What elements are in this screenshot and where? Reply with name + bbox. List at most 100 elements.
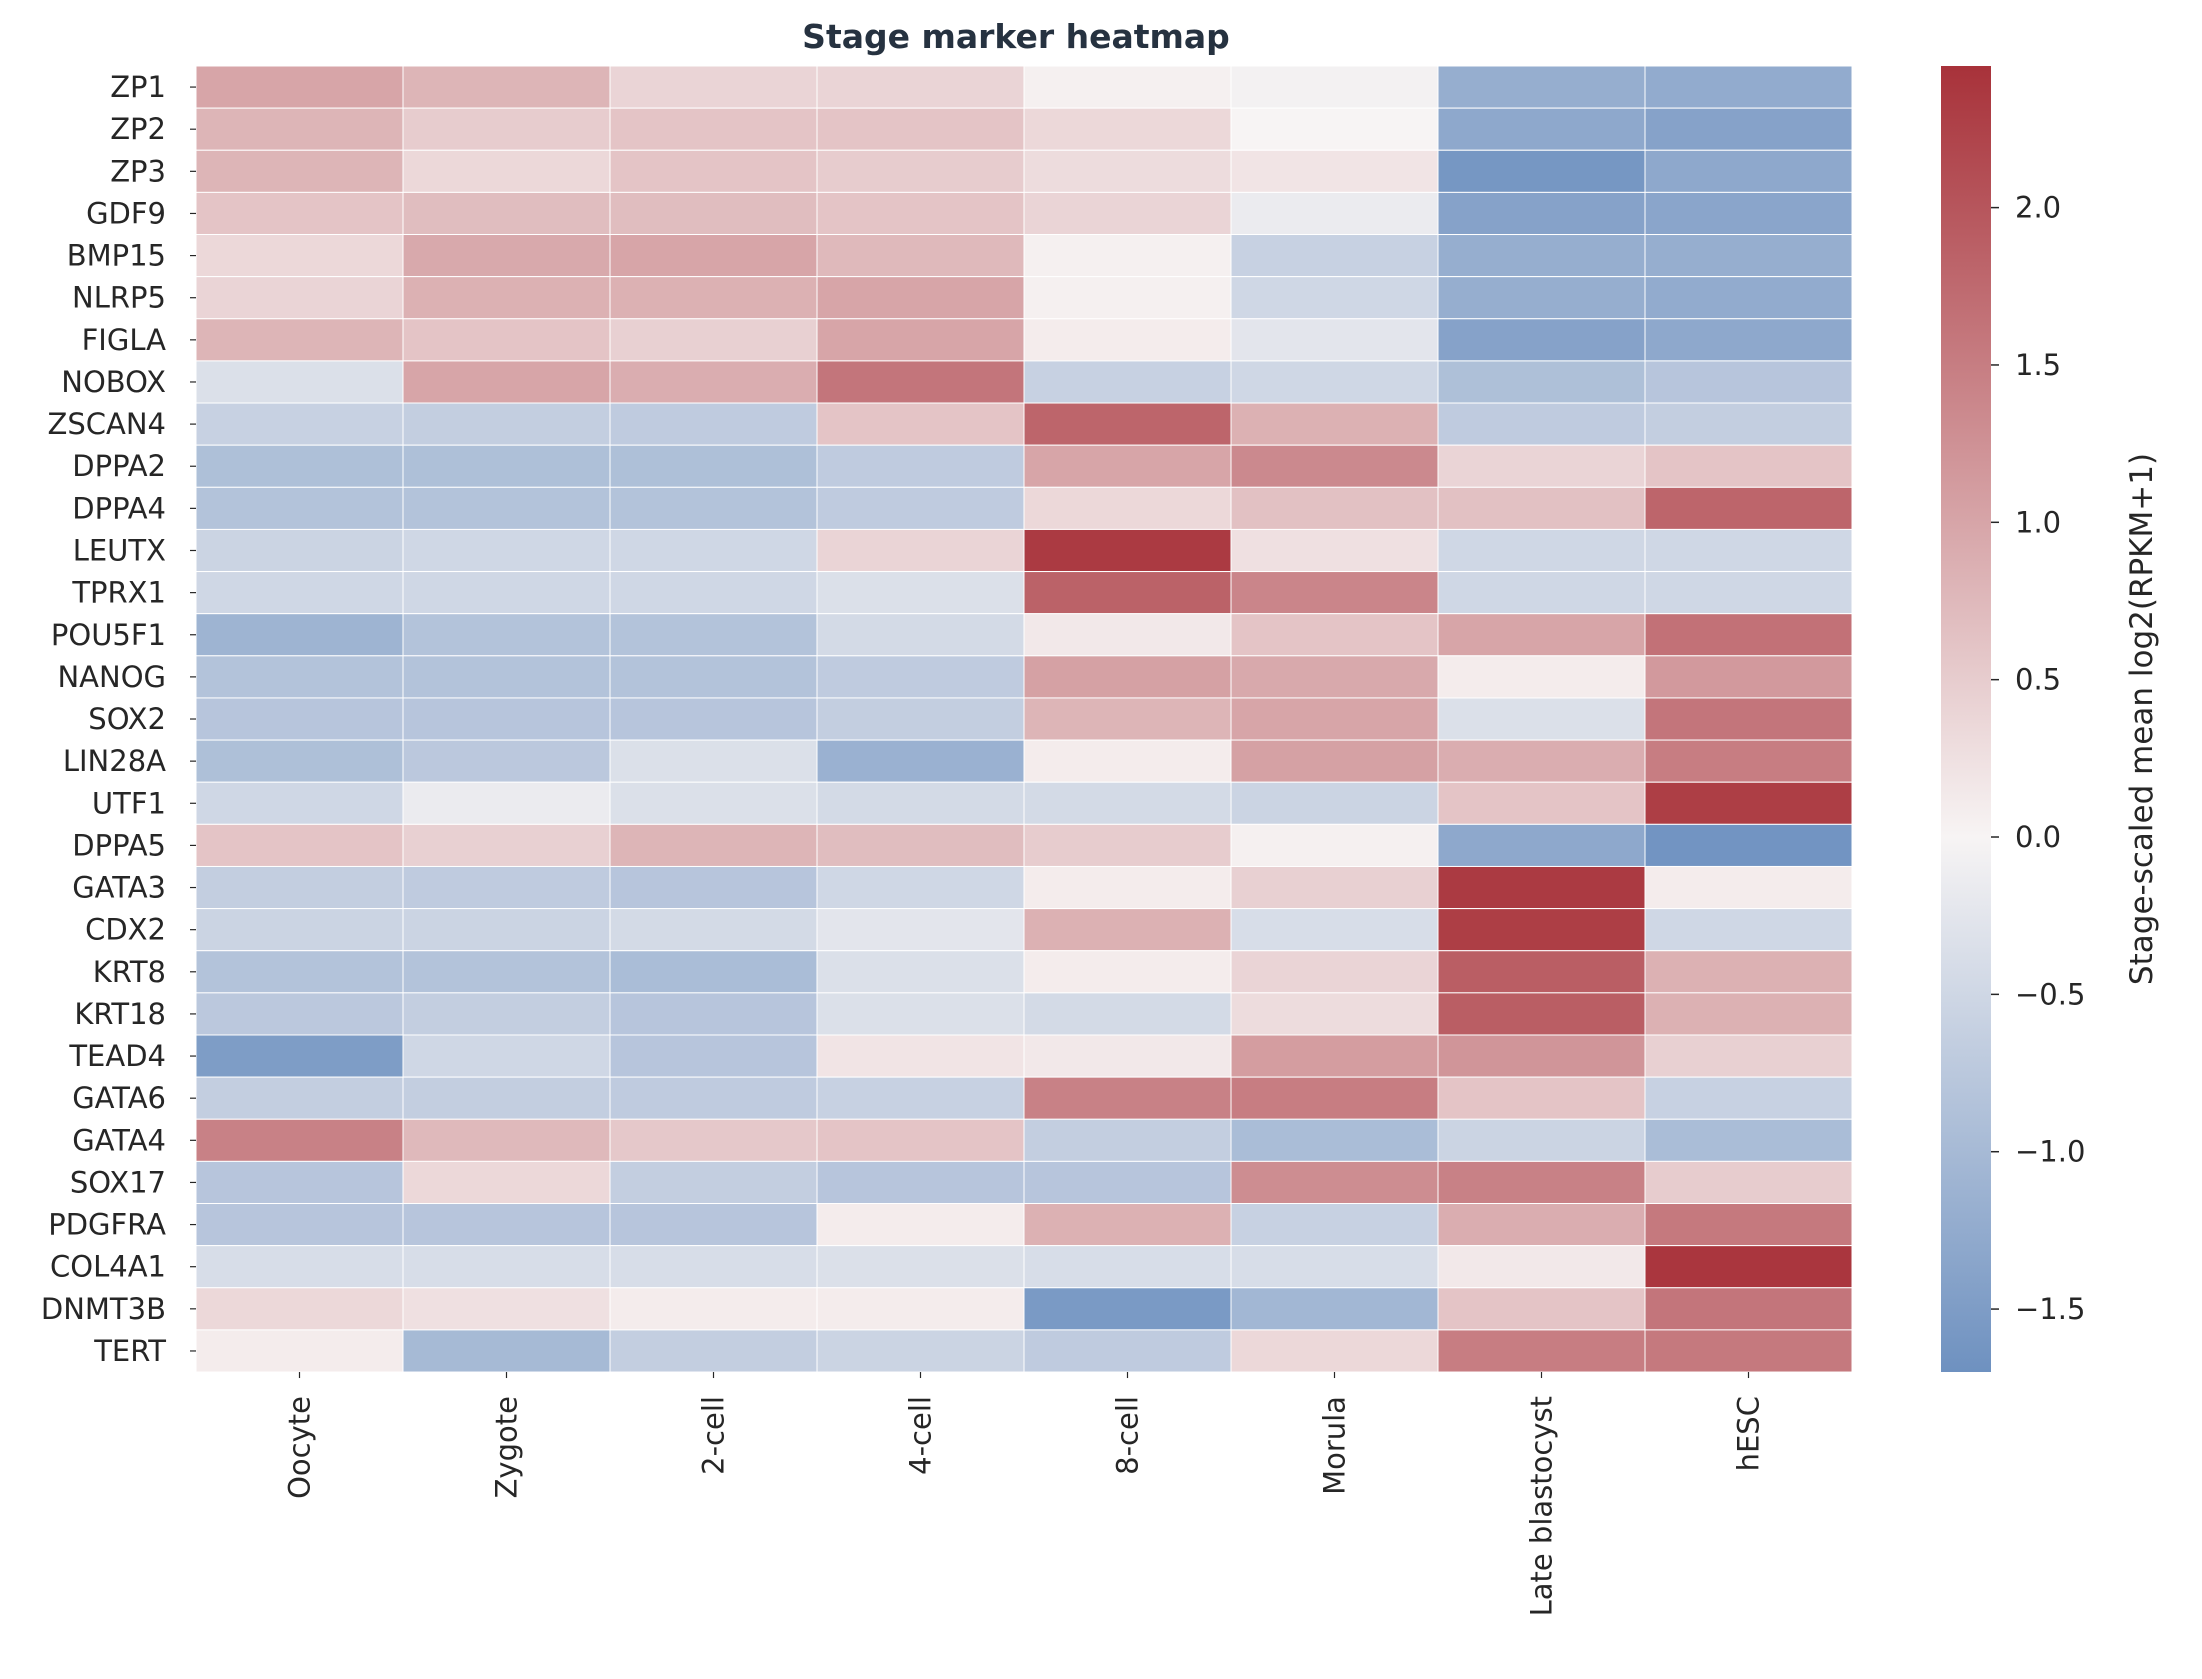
heatmap-cell-KRT18-hESC [1644, 992, 1853, 1036]
heatmap-cell-DPPA4-hESC [1644, 486, 1853, 530]
heatmap-cell-FIGLA-2-cell [609, 318, 818, 362]
heatmap-cell-GATA3-4-cell [816, 865, 1025, 910]
heatmap-cell-NLRP5-Zygote [402, 276, 611, 320]
heatmap-cell-ZP2-4-cell [816, 107, 1025, 151]
heatmap-cell-CDX2-Zygote [402, 908, 611, 952]
heatmap-cell-FIGLA-4-cell [816, 318, 1025, 362]
heatmap-cell-TEAD4-hESC [1644, 1034, 1853, 1078]
heatmap-cell-PDGFRA-hESC [1644, 1203, 1853, 1247]
y-tick-label: DPPA4 [72, 491, 166, 525]
x-tick-labels: Oocyte Zygote 2-cell 4-cell 8-cell Morula Late… [283, 1372, 1766, 1616]
heatmap-cell-GATA3-Oocyte [195, 865, 404, 910]
heatmap-cell-LIN28A-hESC [1644, 739, 1853, 783]
heatmap-cell-TPRX1-2-cell [609, 571, 818, 615]
heatmap-cell-LEUTX-Zygote [402, 528, 611, 573]
heatmap-cell-TERT-Zygote [402, 1329, 611, 1373]
heatmap-cell-TEAD4-Late-blastocyst [1437, 1034, 1646, 1078]
heatmap-cell-ZP3-hESC [1644, 149, 1853, 193]
heatmap-cell-SOX2-Oocyte [195, 697, 404, 741]
heatmap-cell-DNMT3B-Morula [1230, 1287, 1439, 1331]
heatmap-cell-KRT18-Late-blastocyst [1437, 992, 1646, 1036]
heatmap-cell-KRT18-2-cell [609, 992, 818, 1036]
heatmap-cell-ZSCAN4-4-cell [816, 402, 1025, 446]
heatmap-cell-GATA4-8-cell [1023, 1118, 1232, 1162]
heatmap-cell-GATA4-Zygote [402, 1118, 611, 1162]
y-tick-label: GATA4 [72, 1123, 166, 1157]
heatmap-cell-LEUTX-8-cell [1023, 528, 1232, 573]
heatmap-cell-NANOG-Zygote [402, 655, 611, 699]
heatmap-cell-NANOG-Late-blastocyst [1437, 655, 1646, 699]
heatmap-cell-LIN28A-2-cell [609, 739, 818, 783]
heatmap-cell-PDGFRA-Morula [1230, 1203, 1439, 1247]
heatmap-cell-TPRX1-Zygote [402, 571, 611, 615]
heatmap-cell-BMP15-Morula [1230, 234, 1439, 278]
heatmap-cell-FIGLA-Late-blastocyst [1437, 318, 1646, 362]
heatmap-cell-GDF9-Morula [1230, 191, 1439, 236]
heatmap-cell-NLRP5-hESC [1644, 276, 1853, 320]
heatmap-cell-ZP3-8-cell [1023, 149, 1232, 193]
heatmap-cell-DPPA2-8-cell [1023, 444, 1232, 488]
heatmap-cell-ZP2-Morula [1230, 107, 1439, 151]
heatmap-cell-TEAD4-8-cell [1023, 1034, 1232, 1078]
heatmap-cell-DNMT3B-Zygote [402, 1287, 611, 1331]
heatmap-cell-ZSCAN4-2-cell [609, 402, 818, 446]
colorbar-gradient [1941, 66, 1991, 1372]
x-tick-label: hESC [1732, 1396, 1766, 1471]
heatmap-cell-ZSCAN4-Late-blastocyst [1437, 402, 1646, 446]
heatmap-cell-LIN28A-8-cell [1023, 739, 1232, 783]
y-tick-label: KRT8 [93, 955, 166, 989]
heatmap-cell-DPPA2-Oocyte [195, 444, 404, 488]
heatmap-cell-ZP3-Oocyte [195, 149, 404, 193]
heatmap-cell-FIGLA-Oocyte [195, 318, 404, 362]
heatmap-cell-LEUTX-hESC [1644, 528, 1853, 573]
heatmap-cell-ZP2-2-cell [609, 107, 818, 151]
heatmap-cell-GATA3-Late-blastocyst [1437, 865, 1646, 910]
heatmap-cell-CDX2-4-cell [816, 908, 1025, 952]
y-tick-label: CDX2 [85, 913, 166, 947]
heatmap-cell-POU5F1-2-cell [609, 613, 818, 657]
heatmap-cell-GATA4-hESC [1644, 1118, 1853, 1162]
y-tick-label: DPPA2 [72, 449, 166, 483]
heatmap-cell-TERT-8-cell [1023, 1329, 1232, 1373]
heatmap-cell-SOX2-Morula [1230, 697, 1439, 741]
heatmap-cell-DNMT3B-Late-blastocyst [1437, 1287, 1646, 1331]
heatmap-cell-GATA6-Zygote [402, 1076, 611, 1120]
heatmap-cell-UTF1-2-cell [609, 781, 818, 825]
heatmap-cell-GDF9-Zygote [402, 191, 611, 236]
heatmap-cell-LIN28A-Oocyte [195, 739, 404, 783]
heatmap-cell-GATA3-Morula [1230, 865, 1439, 910]
heatmap-cell-SOX2-8-cell [1023, 697, 1232, 741]
y-tick-label: POU5F1 [51, 618, 166, 652]
y-tick-label: GDF9 [86, 196, 166, 230]
heatmap-cell-NLRP5-Late-blastocyst [1437, 276, 1646, 320]
heatmap-cell-UTF1-Morula [1230, 781, 1439, 825]
heatmap-cell-GATA3-hESC [1644, 865, 1853, 910]
x-tick-label: 4-cell [904, 1396, 938, 1475]
heatmap-cell-TEAD4-Zygote [402, 1034, 611, 1078]
heatmap-cell-BMP15-8-cell [1023, 234, 1232, 278]
x-tick-label: Morula [1318, 1396, 1352, 1495]
y-tick-label: SOX17 [70, 1165, 166, 1199]
heatmap-cell-TPRX1-hESC [1644, 571, 1853, 615]
heatmap-cell-BMP15-Oocyte [195, 234, 404, 278]
heatmap-cell-CDX2-Oocyte [195, 908, 404, 952]
heatmap-cell-CDX2-Morula [1230, 908, 1439, 952]
heatmap-cell-NOBOX-Zygote [402, 360, 611, 404]
heatmap-cell-SOX17-Morula [1230, 1160, 1439, 1205]
heatmap-cell-DPPA5-8-cell [1023, 823, 1232, 867]
heatmap-cell-DPPA2-2-cell [609, 444, 818, 488]
heatmap-cell-SOX2-2-cell [609, 697, 818, 741]
heatmap-cell-DPPA4-8-cell [1023, 486, 1232, 530]
heatmap-cell-UTF1-Late-blastocyst [1437, 781, 1646, 825]
heatmap-cell-GATA3-2-cell [609, 865, 818, 910]
heatmap-cell-NOBOX-4-cell [816, 360, 1025, 404]
y-tick-label: DPPA5 [72, 828, 166, 862]
y-tick-label: ZP2 [110, 112, 166, 146]
heatmap-cell-SOX2-Zygote [402, 697, 611, 741]
heatmap-cell-DPPA5-Morula [1230, 823, 1439, 867]
colorbar-tick-label: 1.0 [2015, 505, 2061, 539]
heatmap-cell-ZP2-Oocyte [195, 107, 404, 151]
heatmap-cell-SOX17-2-cell [609, 1160, 818, 1205]
heatmap-cell-DPPA2-hESC [1644, 444, 1853, 488]
